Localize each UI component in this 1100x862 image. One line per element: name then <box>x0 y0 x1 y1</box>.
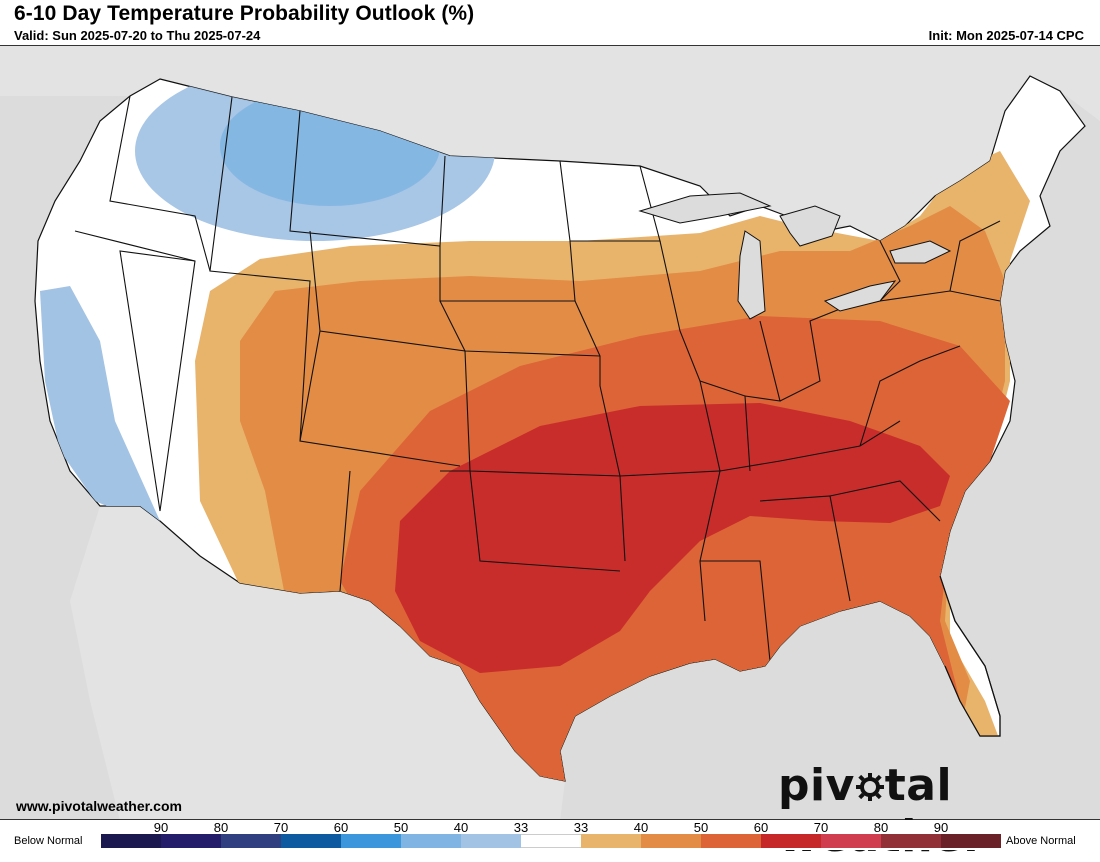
legend-swatch <box>401 834 461 848</box>
legend-tick-label: 40 <box>453 820 469 835</box>
website-url: www.pivotalweather.com <box>16 798 182 814</box>
legend-swatch <box>341 834 401 848</box>
legend: Below Normal 90 80 70 60 50 40 33 33 40 50 60 70 80 9… <box>0 820 1100 850</box>
legend-tick-label: 40 <box>633 820 649 835</box>
brand-text-part1: piv <box>778 760 855 811</box>
legend-tick-label: 33 <box>513 820 529 835</box>
legend-swatch <box>281 834 341 848</box>
legend-tick-label: 50 <box>393 820 409 835</box>
legend-swatch <box>821 834 881 848</box>
header: 6-10 Day Temperature Probability Outlook… <box>0 0 1100 46</box>
legend-tick-label: 60 <box>753 820 769 835</box>
canada-region <box>0 46 1100 241</box>
legend-above-label: Above Normal <box>1006 835 1076 847</box>
legend-below-label: Below Normal <box>14 835 83 847</box>
florida-coast <box>939 575 1001 737</box>
legend-tick-label: 90 <box>153 820 169 835</box>
legend-swatch <box>941 834 1001 848</box>
legend-tick-label: 60 <box>333 820 349 835</box>
legend-tick-label: 70 <box>273 820 289 835</box>
legend-swatch <box>761 834 821 848</box>
state-boundaries <box>74 95 1001 662</box>
map-panel <box>0 45 1100 820</box>
legend-tick-label: 70 <box>813 820 829 835</box>
legend-swatch <box>461 834 521 848</box>
legend-swatch <box>161 834 221 848</box>
legend-tick-labels: 90 80 70 60 50 40 33 33 40 50 60 70 80 90 <box>101 820 1001 835</box>
legend-tick-label: 50 <box>693 820 709 835</box>
legend-tick-label: 90 <box>933 820 949 835</box>
legend-tick-label: 33 <box>573 820 589 835</box>
legend-swatch <box>101 834 161 848</box>
legend-tick-label: 80 <box>213 820 229 835</box>
init-time: Init: Mon 2025-07-14 CPC <box>928 28 1084 43</box>
legend-swatch <box>881 834 941 848</box>
map-svg <box>0 46 1100 819</box>
great-lakes <box>638 192 952 320</box>
valid-period: Valid: Sun 2025-07-20 to Thu 2025-07-24 <box>14 28 261 43</box>
mexico-region <box>70 506 565 819</box>
gear-icon <box>855 760 885 811</box>
legend-swatch <box>641 834 701 848</box>
legend-swatch <box>221 834 281 848</box>
legend-swatch <box>581 834 641 848</box>
legend-color-bar <box>101 834 1001 848</box>
below-normal-40-west-coast <box>40 286 160 521</box>
legend-swatch <box>521 834 581 848</box>
map-title: 6-10 Day Temperature Probability Outlook… <box>14 2 475 25</box>
above-normal-70 <box>395 403 950 673</box>
legend-swatch <box>701 834 761 848</box>
legend-tick-label: 80 <box>873 820 889 835</box>
